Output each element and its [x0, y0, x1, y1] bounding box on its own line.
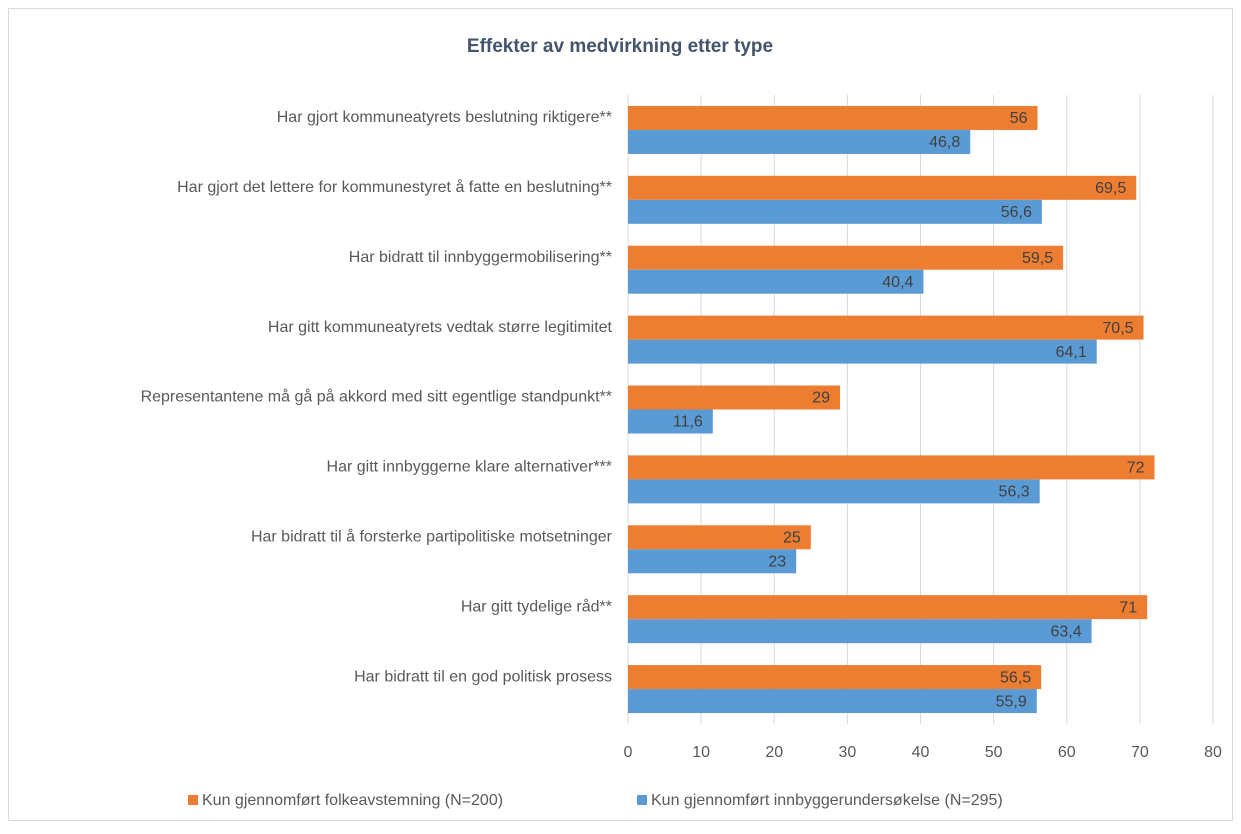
value-label: 46,8: [929, 134, 960, 151]
bar: [628, 479, 1040, 504]
value-label: 64,1: [1056, 344, 1087, 361]
category-label: Har gitt innbyggerne klare alternativer*…: [327, 459, 612, 476]
category-label: Representantene må gå på akkord med sitt…: [141, 388, 612, 406]
bar: [628, 595, 1148, 620]
legend-label: Kun gjennomført innbyggerundersøkelse (N…: [651, 792, 1003, 809]
x-tick-label: 10: [692, 744, 710, 761]
x-tick-label: 40: [912, 744, 930, 761]
category-label: Har gitt kommuneatyrets vedtak større le…: [268, 319, 613, 336]
value-label: 56: [1010, 110, 1028, 127]
chart-title: Effekter av medvirkning etter type: [467, 36, 773, 57]
x-tick-label: 30: [838, 744, 856, 761]
value-label: 69,5: [1095, 180, 1126, 197]
x-tick-label: 60: [1058, 744, 1076, 761]
x-tick-label: 20: [765, 744, 783, 761]
bar: [628, 689, 1037, 714]
category-label: Har gitt tydelige råd**: [461, 597, 612, 615]
bar: [628, 665, 1042, 690]
bar: [628, 129, 971, 154]
value-label: 71: [1119, 599, 1137, 616]
value-label: 72: [1127, 460, 1145, 477]
bar: [628, 455, 1155, 480]
bar: [628, 619, 1092, 644]
bar: [628, 339, 1097, 364]
x-tick-label: 80: [1204, 744, 1222, 761]
bar: [628, 385, 841, 410]
bar: [628, 245, 1064, 270]
bar: [628, 409, 713, 434]
value-label: 23: [768, 553, 786, 570]
bar: [628, 105, 1038, 130]
bar: [628, 199, 1042, 224]
value-label: 56,6: [1001, 204, 1032, 221]
category-label: Har bidratt til innbyggermobilisering**: [349, 249, 612, 266]
value-label: 56,3: [999, 484, 1030, 501]
bar: [628, 315, 1144, 340]
legend-swatch: [188, 795, 198, 805]
x-tick-label: 0: [624, 744, 633, 761]
value-label: 59,5: [1022, 250, 1053, 267]
legend-label: Kun gjennomført folkeavstemning (N=200): [202, 792, 503, 809]
bar: [628, 549, 797, 574]
value-label: 40,4: [882, 274, 913, 291]
value-label: 25: [783, 529, 801, 546]
bar: [628, 269, 924, 294]
bar: [628, 175, 1137, 200]
value-label: 11,6: [673, 414, 703, 431]
value-label: 29: [812, 390, 830, 407]
value-label: 56,5: [1000, 669, 1031, 686]
x-tick-label: 50: [985, 744, 1003, 761]
category-label: Har gjort det lettere for kommunestyret …: [177, 178, 612, 196]
legend-swatch: [637, 795, 647, 805]
x-tick-label: 70: [1131, 744, 1149, 761]
bar: [628, 525, 811, 550]
value-label: 70,5: [1102, 320, 1133, 337]
chart-border: [8, 8, 1233, 821]
category-label: Har bidratt til en god politisk prosess: [354, 668, 612, 685]
value-label: 55,9: [996, 693, 1027, 710]
value-label: 63,4: [1050, 623, 1081, 640]
category-label: Har gjort kommuneatyrets beslutning rikt…: [277, 109, 612, 126]
category-label: Har bidratt til å forsterke partipolitis…: [251, 527, 613, 545]
